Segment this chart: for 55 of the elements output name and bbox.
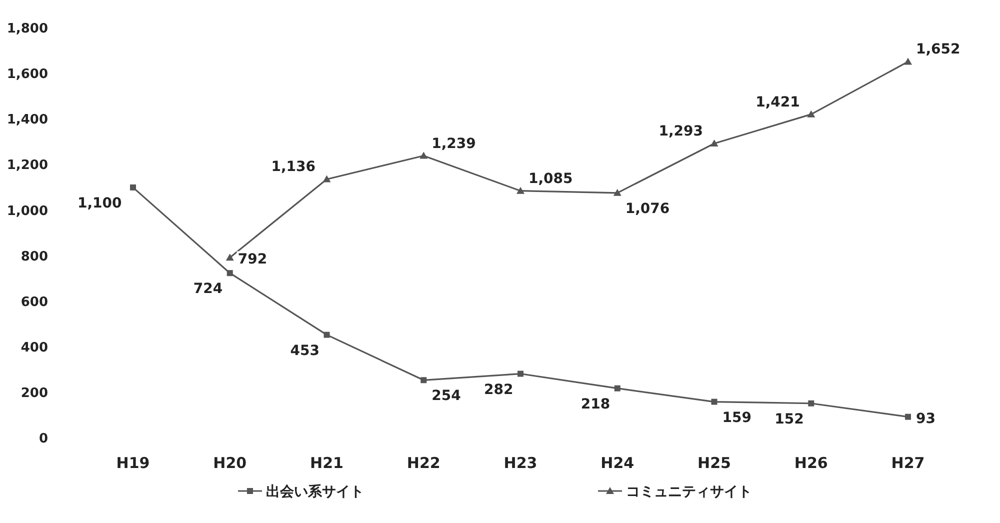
y-tick-label: 400 bbox=[20, 340, 48, 356]
point bbox=[807, 110, 816, 118]
y-tick-label: 1,400 bbox=[6, 112, 48, 128]
x-tick-label: H27 bbox=[891, 454, 925, 472]
x-tick-label: H21 bbox=[310, 454, 344, 472]
point bbox=[130, 184, 136, 190]
point bbox=[904, 58, 912, 65]
data-label: 453 bbox=[290, 342, 320, 359]
point bbox=[420, 377, 427, 384]
x-tick-label: H19 bbox=[116, 454, 150, 472]
point bbox=[226, 254, 234, 261]
point bbox=[518, 370, 524, 377]
y-tick-label: 200 bbox=[20, 386, 48, 401]
point bbox=[905, 414, 911, 420]
data-label: 1,293 bbox=[658, 123, 704, 140]
data-label: 1,100 bbox=[78, 195, 122, 212]
data-label: 1,421 bbox=[756, 94, 800, 110]
data-label: 152 bbox=[774, 411, 804, 428]
x-tick-label: H20 bbox=[213, 454, 247, 472]
y-tick-label: 1,600 bbox=[6, 67, 48, 82]
point bbox=[324, 332, 330, 338]
y-tick-label: 1,800 bbox=[6, 22, 48, 37]
x-tick-label: H26 bbox=[794, 454, 828, 472]
y-tick-label: 1,000 bbox=[6, 204, 48, 219]
y-tick-label: 600 bbox=[20, 294, 48, 310]
point bbox=[614, 385, 620, 392]
y-tick-label: 1,200 bbox=[6, 158, 48, 174]
point bbox=[516, 186, 524, 194]
y-tick-label: 0 bbox=[38, 432, 48, 447]
x-tick-label: H24 bbox=[600, 454, 634, 472]
x-tick-label: H25 bbox=[698, 454, 731, 472]
data-label: 1,652 bbox=[916, 42, 960, 58]
point bbox=[711, 398, 718, 405]
point bbox=[710, 139, 718, 146]
point bbox=[613, 188, 622, 196]
data-label: 254 bbox=[432, 388, 462, 404]
legend-label: 出会い系サイト bbox=[266, 484, 364, 500]
data-label: 724 bbox=[193, 281, 223, 298]
legend-label: コミュニティサイト bbox=[626, 484, 752, 500]
data-label: 1,085 bbox=[528, 170, 573, 187]
data-label: 1,239 bbox=[432, 136, 476, 152]
data-label: 93 bbox=[916, 410, 936, 427]
data-label: 1,076 bbox=[625, 200, 670, 217]
x-tick-label: H23 bbox=[504, 454, 538, 472]
data-label: 218 bbox=[580, 396, 610, 412]
point bbox=[322, 175, 331, 182]
data-label: 159 bbox=[722, 410, 752, 426]
point bbox=[808, 400, 814, 406]
x-tick-label: H22 bbox=[406, 454, 440, 472]
point bbox=[420, 152, 428, 159]
data-label: 282 bbox=[484, 382, 514, 398]
data-label: 1,136 bbox=[271, 159, 316, 176]
point bbox=[226, 270, 233, 276]
y-tick-label: 800 bbox=[20, 249, 48, 264]
data-label: 792 bbox=[238, 252, 268, 268]
